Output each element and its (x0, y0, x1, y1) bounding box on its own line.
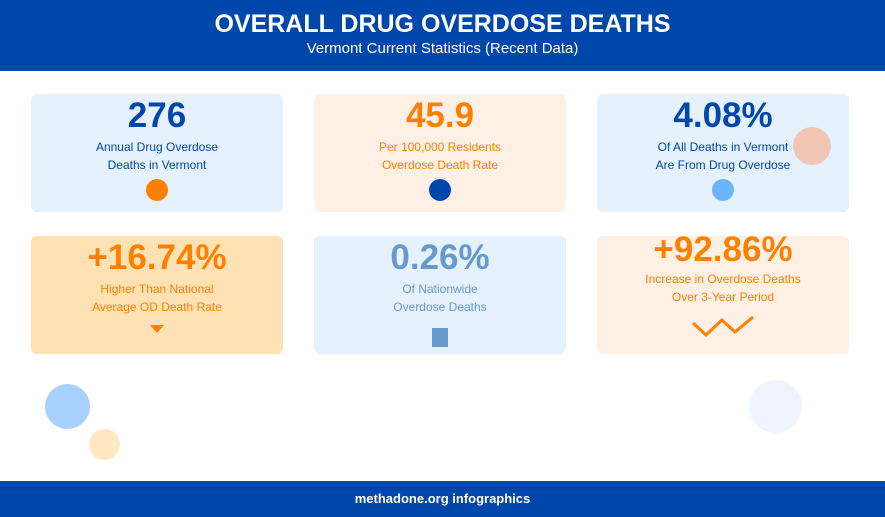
page-title: OVERALL DRUG OVERDOSE DEATHS (214, 10, 671, 38)
stat-label: Increase in Overdose Deaths Over 3-Year P… (645, 272, 801, 304)
decorative-circle (89, 429, 120, 460)
circle-icon (429, 179, 451, 201)
stat-label: Higher Than National Average OD Death Rat… (92, 282, 222, 314)
stat-value: 4.08% (673, 96, 773, 135)
triangle-down-icon (150, 325, 164, 333)
stat-value: +16.74% (87, 238, 227, 277)
stat-card: 276 Annual Drug Overdose Deaths in Vermon… (31, 94, 283, 212)
stat-card: +92.86% Increase in Overdose Deaths Over … (597, 230, 849, 354)
zigzag-trend-icon (691, 314, 755, 338)
stat-value: 45.9 (405, 96, 475, 135)
decorative-circle (749, 380, 802, 433)
stat-card: 45.9 Per 100,000 Residents Overdose Death… (314, 94, 566, 212)
stat-card: +16.74% Higher Than National Average OD D… (31, 236, 283, 354)
page-subtitle: Vermont Current Statistics (Recent Data) (306, 40, 579, 57)
decorative-circle (45, 384, 90, 429)
stat-value: +92.86% (653, 230, 793, 269)
stat-card: 0.26% Of Nationwide Overdose Deaths (314, 236, 566, 354)
decorative-circle (793, 127, 831, 165)
stat-label: Of All Deaths in Vermont Are From Drug Ov… (655, 140, 791, 172)
stat-label: Per 100,000 Residents Overdose Death Rate (378, 140, 502, 172)
stat-value: 0.26% (390, 238, 490, 277)
circle-icon (712, 179, 734, 201)
header: OVERALL DRUG OVERDOSE DEATHS Vermont Cur… (0, 0, 885, 71)
stat-label: Of Nationwide Overdose Deaths (393, 282, 487, 314)
circle-icon (146, 179, 168, 201)
footer: methadone.org infographics (0, 481, 885, 517)
stat-value: 276 (127, 96, 187, 135)
stat-label: Annual Drug Overdose Deaths in Vermont (95, 140, 219, 172)
bar-icon (432, 328, 448, 347)
